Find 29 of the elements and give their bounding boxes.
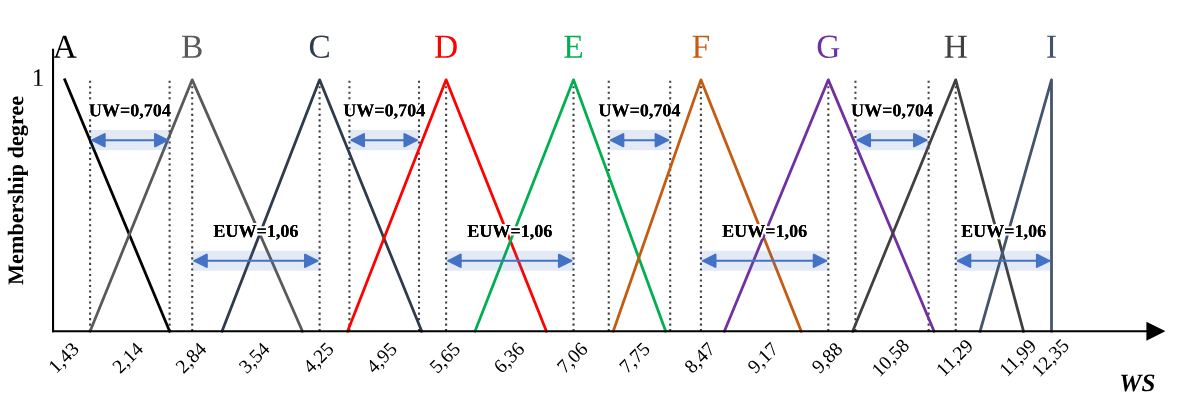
band-label: UW=0,704 <box>851 104 933 120</box>
x-tick-label: 1,43 <box>48 341 82 376</box>
x-tick-label: 2,84 <box>174 341 210 376</box>
series-label: F <box>692 35 709 58</box>
text: 1 <box>33 69 43 86</box>
x-tick-label: 6,36 <box>493 341 528 376</box>
y-axis-title: Membership degree <box>7 96 29 285</box>
x-tick-label: 9,88 <box>810 341 846 376</box>
series-label: H <box>944 35 967 58</box>
series-label: C <box>309 35 329 58</box>
x-tick-label: 2,14 <box>111 341 147 376</box>
band-label: UW=0,704 <box>89 104 171 120</box>
series-label: G <box>817 35 840 58</box>
band-label: UW=0,704 <box>343 104 425 120</box>
x-tick-label: 7,75 <box>619 341 653 376</box>
band-label: UW=0,704 <box>598 104 681 120</box>
x-tick-label: 8,47 <box>683 341 718 376</box>
series-label: D <box>435 35 457 58</box>
series-label: B <box>182 35 202 58</box>
x-tick-label: 7,06 <box>556 341 591 376</box>
series-label: A <box>53 35 77 58</box>
x-tick-label: 3,54 <box>238 341 273 376</box>
series-label: I <box>1047 35 1056 58</box>
x-tick-label: 4,25 <box>302 341 337 377</box>
series-label: E <box>564 35 583 58</box>
x-axis-title: WS <box>1121 374 1155 392</box>
x-tick-label: 5,65 <box>429 341 464 376</box>
x-tick-label: 4,95 <box>365 341 400 377</box>
x-tick-label: 9,17 <box>746 341 782 376</box>
